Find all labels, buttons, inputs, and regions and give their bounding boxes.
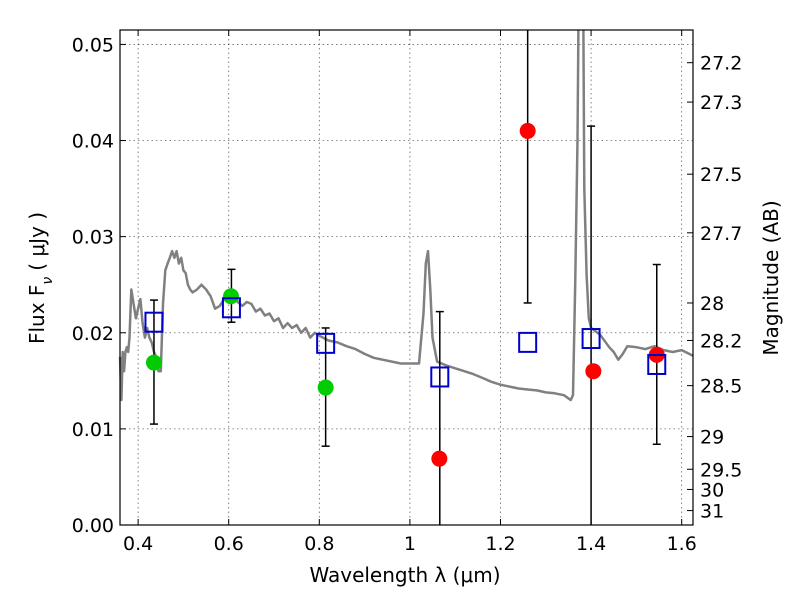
open-square-marker — [518, 331, 538, 353]
open-square-marker — [430, 366, 450, 388]
y-tick-label: 0.04 — [72, 131, 114, 153]
right-axis-tick-label: 31 — [700, 501, 724, 523]
y-tick-label: 0.00 — [72, 515, 114, 537]
right-axis-tick-label: 30 — [700, 479, 724, 501]
model-spectrum-line — [582, 29, 694, 361]
circle-marker — [431, 450, 448, 467]
open-square-marker — [647, 353, 667, 375]
x-tick-label: 0.8 — [304, 533, 334, 555]
circle-marker — [317, 379, 334, 396]
open-square-marker — [144, 311, 164, 333]
y-tick-label: 0.02 — [72, 323, 114, 345]
y-tick-label: 0.05 — [72, 34, 114, 56]
model-spectrum-line — [118, 29, 580, 402]
circle-marker — [222, 288, 239, 305]
y-axis-label-subscript: ν — [40, 277, 56, 285]
circle-marker — [145, 354, 162, 371]
y-tick-label: 0.01 — [72, 419, 114, 441]
x-tick-label: 0.4 — [123, 533, 153, 555]
right-axis-tick-label: 27.2 — [700, 53, 742, 75]
y-tick-label: 0.03 — [72, 227, 114, 249]
right-axis-tick-label: 28.2 — [700, 330, 742, 352]
right-axis-tick-label: 27.3 — [700, 92, 742, 114]
open-square-marker — [581, 328, 601, 350]
right-axis-tick-label: 28.5 — [700, 376, 742, 398]
right-axis-tick-label: 28 — [700, 293, 724, 315]
grid — [120, 30, 693, 526]
x-tick-label: 1.6 — [667, 533, 697, 555]
plot-frame — [119, 29, 694, 526]
right-axis-tick-label: 27.7 — [700, 223, 742, 245]
y-axis-label-text: Flux F — [25, 285, 49, 344]
x-tick-label: 1.2 — [485, 533, 515, 555]
right-axis-tick-label: 29.5 — [700, 459, 742, 481]
model-spectrum — [118, 29, 694, 402]
y-axis-label: Flux Fν ( μJy ) — [25, 212, 56, 344]
circle-marker — [585, 363, 602, 380]
axis-ticks: 0.4 0.6 0.8 1 1.2 1.4 1.6 0.00 0.01 0.02 0.03 0.04 0… — [72, 30, 742, 555]
data-points — [144, 122, 667, 467]
open-square-marker — [316, 332, 336, 354]
right-axis-tick-label: 29 — [700, 427, 724, 449]
x-axis-label: Wavelength λ (μm) — [309, 563, 500, 587]
x-tick-label: 1 — [404, 533, 416, 555]
right-axis-tick-label: 27.5 — [700, 164, 742, 186]
x-tick-label: 0.6 — [214, 533, 244, 555]
right-axis-label: Magnitude (AB) — [759, 200, 783, 355]
x-tick-label: 1.4 — [576, 533, 606, 555]
y-axis-label-unit: ( μJy ) — [25, 212, 49, 271]
circle-marker — [519, 122, 536, 139]
open-square-marker — [221, 297, 241, 319]
